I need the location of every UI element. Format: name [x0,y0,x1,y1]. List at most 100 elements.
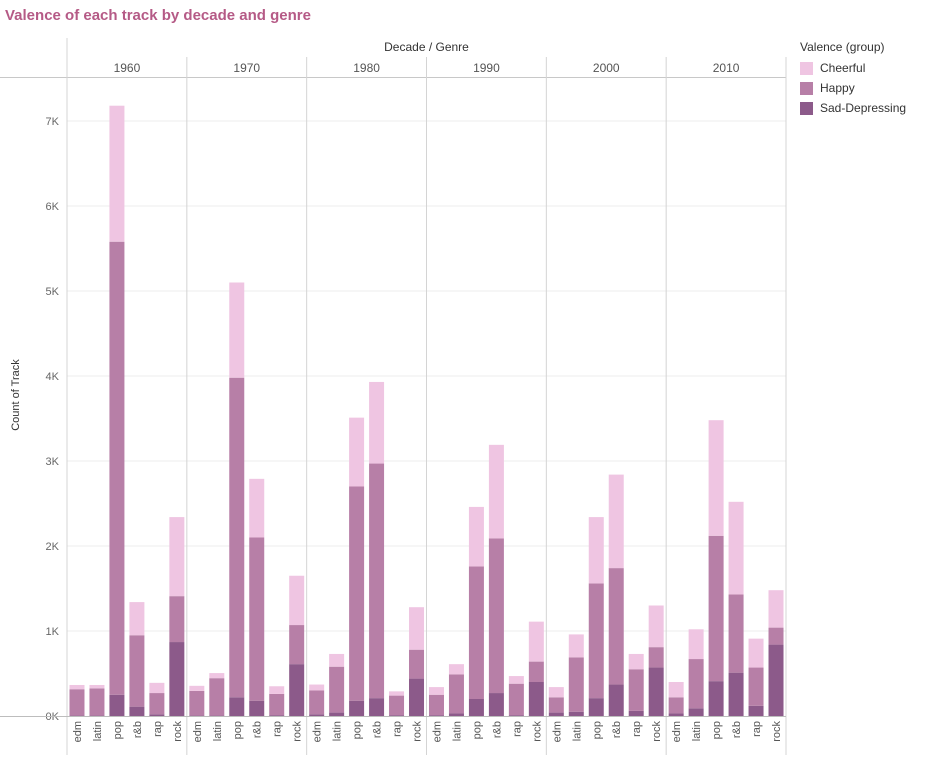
bar-segment-sad-depressing[interactable] [528,682,544,716]
bar-segment-sad-depressing[interactable] [129,706,145,716]
bar-segment-cheerful[interactable] [349,417,365,487]
bar-segment-sad-depressing[interactable] [508,715,524,716]
bar-segment-cheerful[interactable] [309,684,325,691]
bar-segment-sad-depressing[interactable] [428,715,444,716]
bar-segment-cheerful[interactable] [748,638,764,668]
bar-segment-happy[interactable] [428,694,444,716]
bar-segment-happy[interactable] [209,678,225,716]
bar-segment-sad-depressing[interactable] [748,705,764,716]
bar-segment-sad-depressing[interactable] [349,700,365,716]
bar-segment-cheerful[interactable] [409,607,425,650]
bar-segment-cheerful[interactable] [129,602,145,636]
bar-segment-cheerful[interactable] [269,686,285,694]
bar-segment-cheerful[interactable] [688,629,704,660]
bar-segment-happy[interactable] [389,695,405,716]
bar-segment-happy[interactable] [189,690,205,716]
bar-segment-happy[interactable] [488,538,504,694]
bar-segment-cheerful[interactable] [329,653,345,667]
bar-segment-sad-depressing[interactable] [488,693,504,716]
bar-segment-sad-depressing[interactable] [588,698,604,716]
bar-segment-happy[interactable] [349,486,365,701]
bar-segment-cheerful[interactable] [588,517,604,584]
bar-segment-sad-depressing[interactable] [628,710,644,716]
bar-segment-happy[interactable] [628,669,644,711]
bar-segment-cheerful[interactable] [369,381,385,464]
legend-item-cheerful[interactable]: Cheerful [800,58,906,78]
bar-segment-cheerful[interactable] [548,687,564,698]
bar-segment-sad-depressing[interactable] [169,642,185,716]
bar-segment-cheerful[interactable] [89,684,105,689]
bar-segment-cheerful[interactable] [169,517,185,597]
bar-segment-cheerful[interactable] [728,501,744,595]
bar-segment-sad-depressing[interactable] [548,712,564,716]
bar-segment-sad-depressing[interactable] [668,713,684,716]
bar-segment-cheerful[interactable] [209,673,225,679]
bar-segment-cheerful[interactable] [708,420,724,536]
bar-segment-sad-depressing[interactable] [448,713,464,716]
bar-segment-happy[interactable] [528,661,544,682]
bar-segment-cheerful[interactable] [229,282,245,378]
bar-segment-cheerful[interactable] [648,605,664,648]
bar-segment-happy[interactable] [708,535,724,682]
bar-segment-happy[interactable] [149,693,165,715]
bar-segment-cheerful[interactable] [149,682,165,694]
bar-segment-happy[interactable] [668,697,684,714]
bar-segment-happy[interactable] [329,666,345,713]
bar-segment-sad-depressing[interactable] [109,694,125,716]
bar-segment-happy[interactable] [369,463,385,699]
bar-segment-cheerful[interactable] [109,105,125,242]
bar-segment-sad-depressing[interactable] [369,698,385,716]
bar-segment-happy[interactable] [448,674,464,714]
bar-segment-sad-depressing[interactable] [468,699,484,716]
bar-segment-sad-depressing[interactable] [249,700,265,716]
bar-segment-cheerful[interactable] [488,444,504,539]
bar-segment-happy[interactable] [169,596,185,643]
bar-segment-cheerful[interactable] [289,575,305,626]
bar-segment-sad-depressing[interactable] [708,681,724,716]
bar-segment-cheerful[interactable] [389,691,405,696]
bar-segment-happy[interactable] [109,241,125,695]
bar-segment-sad-depressing[interactable] [229,697,245,716]
bar-segment-happy[interactable] [69,689,85,716]
bar-segment-cheerful[interactable] [668,682,684,698]
bar-segment-cheerful[interactable] [568,634,584,658]
bar-segment-sad-depressing[interactable] [149,714,165,716]
bar-segment-cheerful[interactable] [528,621,544,662]
bar-segment-sad-depressing[interactable] [648,667,664,716]
bar-segment-cheerful[interactable] [189,685,205,691]
bar-segment-sad-depressing[interactable] [329,712,345,716]
bar-segment-sad-depressing[interactable] [728,672,744,716]
bar-segment-happy[interactable] [508,683,524,716]
bar-segment-cheerful[interactable] [468,506,484,567]
bar-segment-sad-depressing[interactable] [768,644,784,716]
bar-segment-sad-depressing[interactable] [309,714,325,716]
bar-segment-happy[interactable] [688,659,704,709]
bar-segment-happy[interactable] [728,594,744,673]
bar-segment-happy[interactable] [249,537,265,701]
bar-segment-happy[interactable] [129,635,145,707]
bar-segment-happy[interactable] [468,566,484,699]
bar-segment-happy[interactable] [548,697,564,713]
bar-segment-cheerful[interactable] [249,478,265,538]
legend-item-sad-depressing[interactable]: Sad-Depressing [800,98,906,118]
bar-segment-cheerful[interactable] [428,687,444,695]
bar-segment-cheerful[interactable] [628,653,644,670]
bar-segment-happy[interactable] [269,693,285,716]
bar-segment-sad-depressing[interactable] [269,715,285,716]
bar-segment-sad-depressing[interactable] [608,684,624,716]
bar-segment-happy[interactable] [748,667,764,706]
bar-segment-happy[interactable] [768,627,784,645]
bar-segment-happy[interactable] [289,625,305,665]
bar-segment-sad-depressing[interactable] [409,678,425,716]
bar-segment-sad-depressing[interactable] [289,664,305,716]
bar-segment-cheerful[interactable] [448,664,464,675]
bar-segment-happy[interactable] [608,568,624,685]
bar-segment-happy[interactable] [409,649,425,679]
bar-segment-sad-depressing[interactable] [389,715,405,716]
legend-item-happy[interactable]: Happy [800,78,906,98]
bar-segment-sad-depressing[interactable] [688,708,704,716]
bar-segment-cheerful[interactable] [768,590,784,628]
bar-segment-happy[interactable] [229,377,245,698]
bar-segment-happy[interactable] [89,688,105,716]
bar-segment-sad-depressing[interactable] [568,711,584,716]
